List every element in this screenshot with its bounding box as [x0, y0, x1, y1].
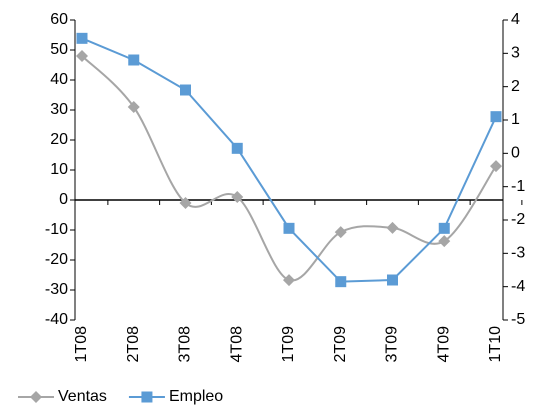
marker — [438, 235, 451, 248]
x-tick-label: 4T08 — [228, 326, 245, 363]
series — [76, 50, 502, 287]
y2-tick-label: 0 — [511, 145, 520, 162]
marker — [231, 142, 243, 154]
marker — [128, 54, 140, 66]
y-tick-label: 60 — [50, 11, 68, 28]
marker — [386, 221, 399, 234]
x-tick-label: 4T09 — [435, 326, 452, 363]
series-line — [81, 37, 497, 283]
marker — [334, 226, 347, 239]
y2-tick-label: -5 — [511, 311, 525, 328]
y-tick-label: 30 — [50, 101, 68, 118]
x-tick-label: 3T08 — [177, 326, 194, 363]
x-tick-label: 3T09 — [384, 326, 401, 363]
series-line — [81, 55, 497, 282]
marker — [490, 111, 502, 123]
y-tick-label: -40 — [45, 311, 68, 328]
y2-tick-label: 3 — [511, 45, 520, 62]
y2-tick-label: -2 — [511, 211, 525, 228]
x-tick-label: 2T09 — [332, 326, 349, 363]
marker — [180, 84, 191, 96]
marker — [283, 222, 295, 234]
marker — [231, 191, 244, 203]
y-tick-label: -10 — [45, 221, 68, 238]
marker — [30, 391, 42, 403]
y-tick-label: 40 — [50, 71, 68, 88]
y-tick-label: 0 — [59, 191, 68, 208]
y-tick-label: -20 — [45, 251, 68, 268]
y2-tick-label: -1 — [511, 178, 525, 195]
marker — [76, 32, 88, 44]
y-tick-label: -30 — [45, 281, 68, 298]
marker — [490, 160, 502, 173]
marker — [179, 197, 192, 209]
x-tick-label: 2T08 — [125, 326, 142, 363]
x-tick-label: 1T10 — [487, 326, 504, 363]
y2-tick-label: 4 — [511, 11, 520, 28]
legend-label: Ventas — [58, 388, 107, 405]
legend-label: Empleo — [169, 388, 223, 405]
y2-tick-label: -4 — [511, 278, 525, 295]
y2-tick-label: 2 — [511, 78, 520, 95]
x-tick-label: 1T09 — [280, 326, 297, 363]
marker — [76, 50, 88, 62]
y-tick-label: 10 — [50, 161, 68, 178]
marker — [438, 222, 450, 234]
y-tick-label: 50 — [50, 41, 68, 58]
y-tick-label: 20 — [50, 131, 68, 148]
series — [76, 32, 502, 288]
y2-tick-label: 1 — [511, 111, 520, 128]
y2-tick-label: -3 — [511, 245, 525, 262]
marker — [127, 101, 140, 113]
marker — [335, 276, 347, 288]
marker — [283, 274, 295, 287]
marker — [141, 391, 153, 403]
x-tick-label: 1T08 — [73, 326, 90, 363]
marker — [387, 274, 398, 286]
